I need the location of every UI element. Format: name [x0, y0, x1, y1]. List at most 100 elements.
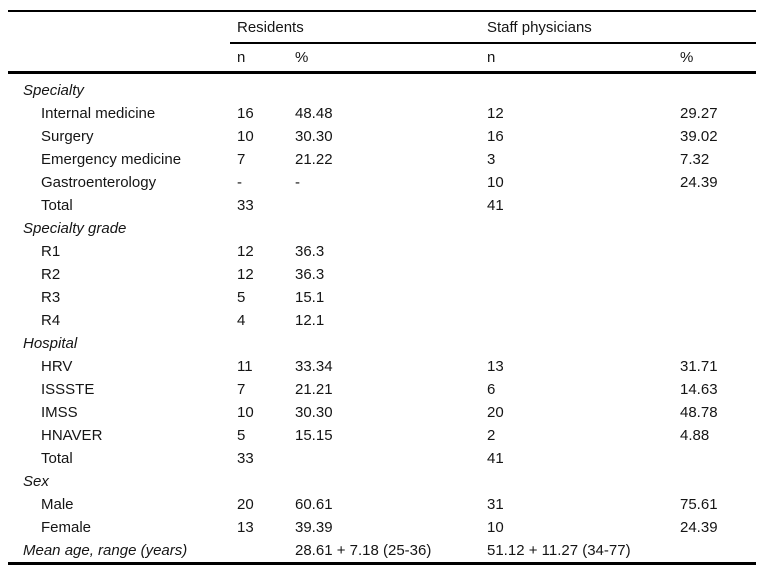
row-label: R1	[41, 243, 61, 260]
table-body: Specialty Internal medicine 16 48.48 12 29.27…	[8, 74, 756, 562]
cell-staff-pct: 48.78	[680, 404, 718, 421]
cell-residents-n: 5	[237, 289, 246, 306]
cell-residents-n: 10	[237, 128, 254, 145]
group-header-rule	[8, 42, 756, 44]
section-label: Specialty	[23, 82, 84, 99]
cell-residents-pct: 21.22	[295, 151, 333, 168]
cell-staff-pct: 29.27	[680, 105, 718, 122]
section-row: Mean age, range (years) 28.61 + 7.18 (25-…	[8, 539, 756, 562]
cell-residents-pct: 15.15	[295, 427, 333, 444]
cell-residents-n: 33	[237, 197, 254, 214]
cell-residents-pct: 30.30	[295, 404, 333, 421]
cell-staff-pct: 4.88	[680, 427, 710, 444]
cell-staff-n: 20	[487, 404, 504, 421]
cell-residents-pct: 39.39	[295, 519, 333, 536]
cell-staff-n: 41	[487, 450, 504, 467]
cell-staff-n: 2	[487, 427, 496, 444]
data-row: IMSS 10 30.30 20 48.78	[8, 401, 756, 424]
cell-staff-pct: 7.32	[680, 151, 710, 168]
row-label: IMSS	[41, 404, 78, 421]
section-row: Specialty	[8, 79, 756, 102]
row-label: Gastroenterology	[41, 174, 157, 191]
cell-residents-n: 10	[237, 404, 254, 421]
column-header-row: n % n %	[8, 44, 756, 71]
cell-staff-pct: 75.61	[680, 496, 718, 513]
group-header-row: Residents Staff physicians	[8, 12, 756, 42]
staff-n-header: n	[487, 49, 496, 66]
section-row: Sex	[8, 470, 756, 493]
row-label: Emergency medicine	[41, 151, 182, 168]
cell-residents-pct: 21.21	[295, 381, 333, 398]
demographics-table: Residents Staff physicians n % n % Speci…	[8, 10, 756, 565]
cell-residents-n: 5	[237, 427, 246, 444]
row-label: ISSSTE	[41, 381, 95, 398]
table-bottom-border	[8, 562, 756, 565]
section-label: Mean age, range (years)	[23, 542, 188, 559]
residents-n-header: n	[237, 49, 246, 66]
cell-staff-pct: 31.71	[680, 358, 718, 375]
row-label: HNAVER	[41, 427, 103, 444]
cell-staff-n: 51.12 + 11.27 (34-77)	[487, 542, 631, 559]
row-label: R2	[41, 266, 61, 283]
cell-residents-pct: 48.48	[295, 105, 333, 122]
group-header-staff-physicians: Staff physicians	[487, 18, 592, 36]
cell-staff-n: 31	[487, 496, 504, 513]
cell-staff-n: 6	[487, 381, 496, 398]
section-row: Hospital	[8, 332, 756, 355]
row-label: R4	[41, 312, 61, 329]
data-row: R3 5 15.1	[8, 286, 756, 309]
section-label: Specialty grade	[23, 220, 127, 237]
cell-residents-n: 4	[237, 312, 246, 329]
cell-staff-n: 12	[487, 105, 504, 122]
data-row: ISSSTE 7 21.21 6 14.63	[8, 378, 756, 401]
cell-residents-n: 16	[237, 105, 254, 122]
cell-residents-pct: 36.3	[295, 266, 325, 283]
data-row: HNAVER 5 15.15 2 4.88	[8, 424, 756, 447]
cell-staff-n: 3	[487, 151, 496, 168]
cell-residents-n: 12	[237, 266, 254, 283]
cell-residents-pct: 15.1	[295, 289, 325, 306]
row-label: Female	[41, 519, 92, 536]
row-label: HRV	[41, 358, 73, 375]
cell-staff-n: 16	[487, 128, 504, 145]
group-header-residents: Residents	[237, 18, 304, 36]
header-body-divider	[8, 71, 756, 74]
row-label: Total	[41, 197, 73, 214]
section-row: Specialty grade	[8, 217, 756, 240]
data-row: R2 12 36.3	[8, 263, 756, 286]
staff-pct-header: %	[680, 49, 694, 66]
data-row: Gastroenterology - - 10 24.39	[8, 171, 756, 194]
cell-residents-pct: 60.61	[295, 496, 333, 513]
cell-residents-n: 20	[237, 496, 254, 513]
cell-residents-n: -	[237, 174, 242, 191]
cell-residents-pct: 28.61 + 7.18 (25-36)	[295, 542, 432, 559]
cell-residents-pct: 30.30	[295, 128, 333, 145]
cell-staff-n: 13	[487, 358, 504, 375]
row-label: Internal medicine	[41, 105, 156, 122]
cell-staff-n: 10	[487, 174, 504, 191]
cell-staff-pct: 24.39	[680, 174, 718, 191]
data-row: Total 33 41	[8, 447, 756, 470]
cell-staff-pct: 24.39	[680, 519, 718, 536]
data-row: HRV 11 33.34 13 31.71	[8, 355, 756, 378]
cell-residents-pct: 12.1	[295, 312, 325, 329]
data-row: Surgery 10 30.30 16 39.02	[8, 125, 756, 148]
group-underline	[230, 42, 756, 44]
cell-residents-n: 13	[237, 519, 254, 536]
cell-staff-pct: 14.63	[680, 381, 718, 398]
data-row: R1 12 36.3	[8, 240, 756, 263]
cell-staff-n: 10	[487, 519, 504, 536]
cell-staff-n: 41	[487, 197, 504, 214]
cell-staff-pct: 39.02	[680, 128, 718, 145]
section-label: Hospital	[23, 335, 78, 352]
row-label: Total	[41, 450, 73, 467]
data-row: Internal medicine 16 48.48 12 29.27	[8, 102, 756, 125]
row-label: Surgery	[41, 128, 94, 145]
row-label: Male	[41, 496, 74, 513]
cell-residents-pct: -	[295, 174, 300, 191]
cell-residents-n: 11	[237, 358, 253, 375]
data-row: Emergency medicine 7 21.22 3 7.32	[8, 148, 756, 171]
cell-residents-pct: 36.3	[295, 243, 325, 260]
section-label: Sex	[23, 473, 49, 490]
